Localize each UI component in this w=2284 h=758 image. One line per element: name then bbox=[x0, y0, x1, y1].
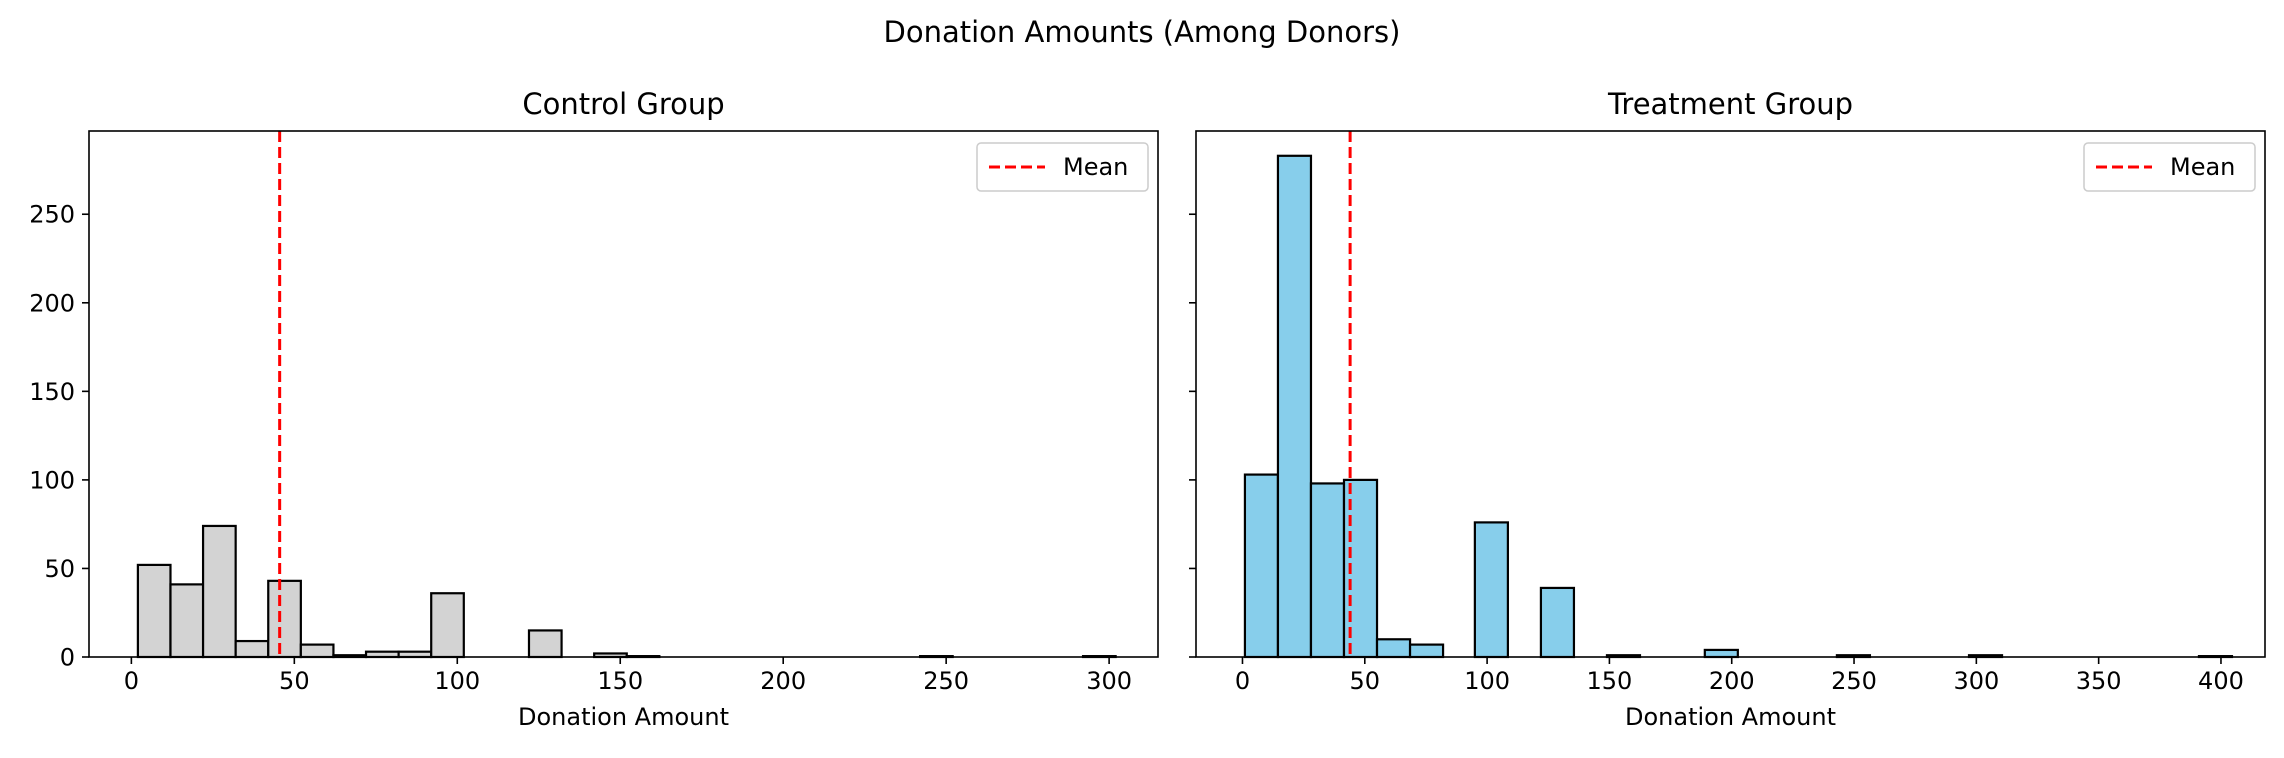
control-group-ytick-label: 200 bbox=[29, 289, 75, 317]
treatment-group-title: Treatment Group bbox=[1607, 87, 1853, 121]
treatment-group-xtick-label: 350 bbox=[2076, 667, 2122, 695]
figure-title: Donation Amounts (Among Donors) bbox=[884, 15, 1401, 49]
treatment-group-legend: Mean bbox=[2083, 142, 2256, 192]
treatment-group-bar-6 bbox=[1473, 521, 1509, 659]
control-group-bar-0 bbox=[136, 563, 172, 659]
treatment-group-xtick-label: 300 bbox=[1953, 667, 1999, 695]
control-group-title: Control Group bbox=[522, 87, 724, 121]
control-group-bar-1 bbox=[169, 583, 205, 659]
treatment-group-xtick-label: 50 bbox=[1350, 667, 1381, 695]
treatment-group-axes-frame bbox=[1195, 130, 2266, 658]
treatment-group-bar-9 bbox=[1703, 648, 1739, 659]
treatment-group-legend-box bbox=[2083, 142, 2256, 192]
control-group-xtick-label: 150 bbox=[597, 667, 643, 695]
treatment-group-bar-0 bbox=[1243, 473, 1280, 659]
control-group-bar-3 bbox=[234, 639, 270, 659]
treatment-group-xtick-label: 400 bbox=[2198, 667, 2244, 695]
treatment-group-xtick-label: 100 bbox=[1464, 667, 1510, 695]
treatment-group-bar-4 bbox=[1375, 638, 1412, 659]
control-group-axes-frame bbox=[88, 130, 1159, 658]
treatment-group-bar-7 bbox=[1539, 586, 1576, 659]
control-group-xtick-label: 50 bbox=[279, 667, 310, 695]
treatment-group-xtick-label: 150 bbox=[1587, 667, 1633, 695]
treatment-group-xtick-label: 200 bbox=[1709, 667, 1755, 695]
treatment-group-bar-5 bbox=[1408, 643, 1445, 659]
control-group-xtick-label: 200 bbox=[760, 667, 806, 695]
control-group-xtick-label: 100 bbox=[434, 667, 480, 695]
treatment-group-xtick-label: 250 bbox=[1831, 667, 1877, 695]
control-group-xlabel: Donation Amount bbox=[518, 703, 729, 731]
control-group-ytick-label: 150 bbox=[29, 378, 75, 406]
control-group-legend-label: Mean bbox=[1063, 153, 1128, 181]
treatment-group-xtick-label: 0 bbox=[1235, 667, 1250, 695]
control-group-panel: 0 50 100 150 200 250 300 0 50 100 150 200 250 Control… bbox=[29, 87, 1159, 731]
control-group-xtick-label: 0 bbox=[124, 667, 139, 695]
control-group-ytick-label: 100 bbox=[29, 466, 75, 494]
control-group-xtick-label: 250 bbox=[923, 667, 969, 695]
treatment-group-bar-1 bbox=[1276, 154, 1313, 659]
treatment-group-bar-2 bbox=[1309, 482, 1346, 659]
control-group-bar-5 bbox=[299, 643, 335, 659]
control-group-bar-2 bbox=[201, 524, 237, 659]
control-group-legend: Mean bbox=[976, 142, 1149, 192]
control-group-legend-box bbox=[976, 142, 1149, 192]
control-group-bar-4 bbox=[267, 579, 302, 659]
control-group-ytick-label: 50 bbox=[44, 555, 75, 583]
control-group-bar-9 bbox=[430, 592, 465, 659]
control-group-ytick-label: 0 bbox=[60, 644, 75, 672]
control-group-ytick-label: 250 bbox=[29, 201, 75, 229]
control-group-xtick-label: 300 bbox=[1086, 667, 1132, 695]
treatment-group-xlabel: Donation Amount bbox=[1625, 703, 1836, 731]
treatment-group-legend-label: Mean bbox=[2170, 153, 2235, 181]
control-group-bar-10 bbox=[527, 629, 563, 659]
treatment-group-panel: 0 50 100 150 200 250 300 350 400 Treatment Group D… bbox=[1189, 87, 2266, 731]
